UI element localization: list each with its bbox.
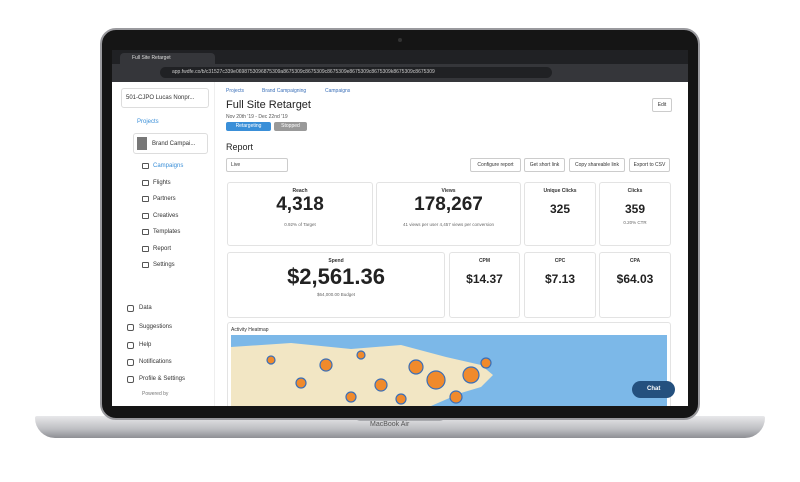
metric-label: Clicks [627, 188, 643, 194]
nav-item[interactable]: Suggestions [139, 324, 173, 330]
metric-label: CPM [478, 258, 491, 264]
report-button[interactable]: Configure report [470, 158, 521, 172]
chat-label: Chat [647, 386, 661, 392]
nav-item[interactable]: Notifications [139, 359, 172, 365]
metric-label: Spend [328, 258, 344, 264]
url-field[interactable] [160, 67, 552, 78]
laptop-base [35, 416, 765, 438]
metric-label: Views [441, 188, 456, 194]
nav-item[interactable]: Creatives [153, 213, 179, 219]
screen: Full Site Retarget app.fwdfe.co/b/c31527… [112, 50, 688, 406]
metric-value: 178,267 [414, 194, 483, 215]
nav-icon [127, 376, 134, 383]
sidebar [112, 82, 215, 406]
metric-label: CPC [554, 258, 566, 264]
metric-label: Reach [292, 188, 308, 194]
metric-value: $14.37 [466, 272, 503, 286]
nav-item[interactable]: Report [153, 246, 172, 252]
nav-icon [127, 324, 134, 331]
tab-title: Full Site Retarget [132, 55, 171, 61]
map-title: Activity Heatmap [231, 327, 269, 333]
nav-icon [142, 196, 149, 202]
metric-value: $2,561.36 [287, 264, 385, 289]
nav-icon [127, 359, 134, 366]
metric-card [599, 182, 671, 246]
tag: Stopped [274, 122, 307, 131]
laptop-label: MacBook Air [370, 421, 410, 428]
heat-spots [266, 350, 492, 405]
breadcrumb[interactable]: Projects [226, 88, 245, 94]
report-select[interactable]: Live [226, 158, 288, 172]
report-title: Report [226, 142, 254, 152]
heatmap [231, 335, 667, 406]
nav-item[interactable]: Templates [153, 229, 181, 235]
metric-note: 0.20% CTR [623, 220, 647, 225]
metric-card [227, 182, 373, 246]
breadcrumb[interactable]: Brand Campaigning [262, 88, 307, 94]
metric-card [599, 252, 671, 318]
nav-item[interactable]: Data [139, 305, 152, 311]
nav-item[interactable]: Settings [153, 262, 175, 268]
campaign-title: Full Site Retarget [226, 99, 311, 111]
metric-value: 359 [624, 202, 646, 216]
metric-value: 325 [549, 202, 571, 216]
nav-icon [142, 163, 149, 169]
nav-item[interactable]: Help [139, 342, 152, 348]
report-button[interactable]: Copy shareable link [569, 158, 625, 172]
nav-icon [142, 229, 149, 235]
nav-icon [142, 180, 149, 186]
metric-card [227, 252, 445, 318]
metric-label: CPA [629, 258, 641, 264]
chat-button[interactable] [632, 381, 675, 398]
metric-value: $7.13 [544, 272, 576, 286]
campaign-dates: Nov 20th '19 - Dec 22nd '19 [226, 114, 288, 120]
nav-icon [142, 262, 149, 268]
metric-card [449, 252, 520, 318]
report-button[interactable]: Get short link [524, 158, 565, 172]
metric-card [524, 182, 596, 246]
nav-item[interactable]: Flights [153, 180, 171, 186]
powered-by: Powered by [142, 391, 169, 397]
nav-item[interactable]: Campaigns [153, 163, 184, 169]
metric-note: $64,000.00 Budget [316, 292, 356, 297]
projects-link[interactable]: Projects [137, 119, 159, 125]
metric-card [524, 252, 596, 318]
breadcrumb[interactable]: Campaigns [325, 88, 351, 94]
map-land [231, 343, 493, 406]
metric-note: 0.92% of Target [284, 222, 316, 227]
metric-label: Unique Clicks [543, 188, 577, 194]
metric-value: $64.03 [616, 272, 654, 286]
nav-item[interactable]: Partners [153, 196, 176, 202]
nav-icon [142, 213, 149, 219]
tab[interactable] [120, 53, 215, 64]
account-box[interactable] [121, 88, 209, 108]
nav-icon [127, 342, 134, 349]
camera [398, 38, 402, 42]
project-name: Brand Campai... [152, 141, 196, 147]
metric-card [376, 182, 521, 246]
project-box[interactable] [133, 133, 208, 154]
tab-bar [112, 50, 688, 64]
tag: Retargeting [226, 122, 271, 131]
nav-item[interactable]: Profile & Settings [139, 376, 186, 382]
metric-value: 4,318 [276, 194, 324, 215]
metric-note: 41 views per user 4,457 views per conver… [402, 222, 495, 227]
nav-icon [127, 305, 134, 312]
nav-icon [142, 246, 149, 252]
url: app.fwdfe.co/b/c31527c339e06987530968753… [172, 69, 435, 75]
project-thumb [137, 137, 147, 150]
edit-button[interactable]: Edit [652, 98, 672, 112]
report-button[interactable]: Export to CSV [629, 158, 670, 172]
account: 501-CJPO Lucas Nonpr... [126, 95, 195, 101]
